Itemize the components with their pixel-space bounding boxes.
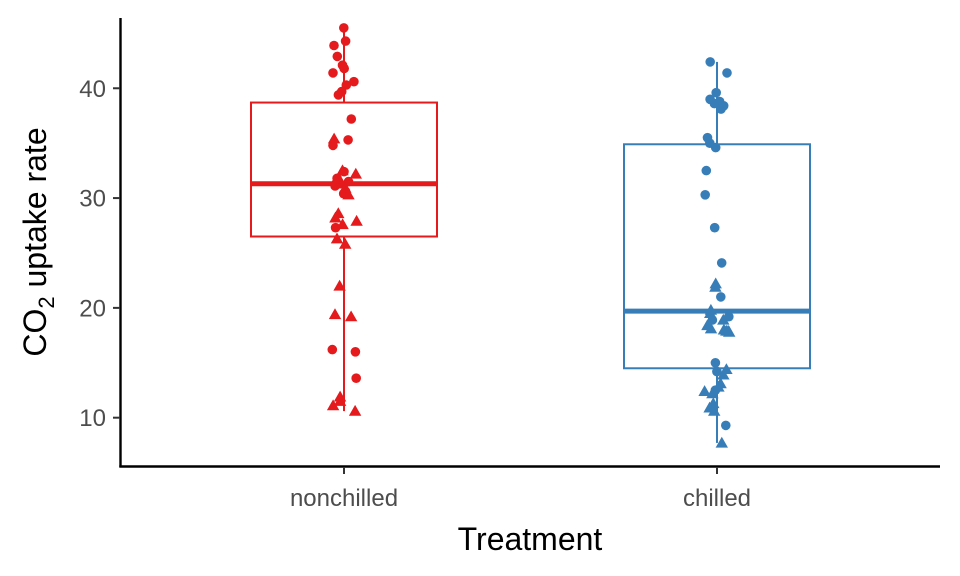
x-tick-label-chilled: chilled [683, 485, 751, 512]
point-circle-nonchilled [351, 373, 362, 384]
point-triangle-nonchilled [350, 214, 363, 226]
y-ticks: 10 20 30 40 [79, 76, 120, 432]
point-triangle-nonchilled [344, 310, 358, 322]
y-tick-label: 40 [79, 76, 106, 103]
x-axis-title: Treatment [458, 521, 603, 557]
point-triangle-nonchilled [342, 188, 355, 200]
point-triangle-chilled [708, 404, 721, 416]
point-circle-chilled [716, 258, 727, 268]
point-circle-nonchilled [339, 23, 349, 33]
point-triangle-chilled [717, 313, 730, 325]
point-circle-nonchilled [330, 222, 341, 233]
point-triangle-nonchilled [336, 218, 349, 230]
point-circle-chilled [700, 190, 710, 200]
y-tick-label: 20 [79, 295, 106, 322]
point-circle-nonchilled [343, 135, 353, 145]
x-ticks: nonchilled chilled [290, 467, 751, 512]
points-layer [326, 23, 736, 448]
point-circle-nonchilled [328, 68, 338, 78]
point-triangle-nonchilled [326, 399, 340, 411]
x-tick-label-nonchilled: nonchilled [290, 485, 398, 512]
point-circle-chilled [710, 142, 721, 153]
point-triangle-chilled [706, 387, 719, 399]
point-circle-chilled [709, 222, 720, 233]
point-circle-nonchilled [333, 90, 344, 100]
y-axis-title: CO2 uptake rate [17, 127, 59, 356]
point-circle-chilled [711, 87, 721, 98]
point-triangle-chilled [715, 436, 728, 448]
point-triangle-nonchilled [327, 132, 341, 144]
point-circle-nonchilled [340, 36, 351, 46]
point-triangle-nonchilled [328, 308, 342, 320]
y-axis-title-subscript: 2 [34, 296, 59, 308]
point-circle-chilled [710, 358, 721, 368]
point-circle-nonchilled [349, 76, 359, 87]
point-triangle-chilled [698, 385, 711, 396]
boxes-layer [250, 27, 811, 443]
point-circle-nonchilled [329, 40, 339, 51]
point-circle-nonchilled [350, 347, 361, 357]
point-triangle-chilled [717, 368, 730, 380]
point-triangle-nonchilled [333, 395, 347, 406]
point-circle-chilled [712, 366, 722, 377]
point-triangle-chilled [704, 322, 718, 334]
point-triangle-chilled [721, 324, 735, 336]
point-circle-chilled [701, 165, 712, 176]
point-triangle-nonchilled [349, 167, 362, 179]
point-triangle-chilled [712, 380, 725, 392]
point-triangle-nonchilled [329, 211, 342, 223]
point-triangle-nonchilled [348, 404, 362, 416]
point-triangle-nonchilled [330, 232, 344, 244]
point-circle-chilled [716, 292, 726, 302]
point-triangle-nonchilled [339, 238, 352, 249]
point-circle-chilled [716, 104, 726, 114]
y-axis-title-main: CO [17, 309, 53, 357]
point-triangle-chilled [704, 307, 717, 318]
point-triangle-nonchilled [333, 279, 346, 291]
point-circle-chilled [705, 57, 715, 67]
point-triangle-nonchilled [329, 174, 343, 186]
point-circle-nonchilled [346, 114, 357, 124]
point-circle-chilled [709, 98, 720, 109]
point-triangle-chilled [709, 280, 722, 292]
y-tick-label: 30 [79, 186, 106, 213]
point-circle-chilled [724, 311, 734, 322]
point-circle-nonchilled [332, 51, 343, 62]
point-circle-chilled [722, 68, 732, 78]
point-circle-chilled [721, 420, 731, 431]
box-iqr [623, 143, 811, 370]
point-circle-nonchilled [339, 63, 350, 74]
y-axis-title-rest: uptake rate [17, 127, 53, 296]
point-triangle-nonchilled [336, 164, 349, 176]
y-tick-label: 10 [79, 405, 106, 432]
point-circle-nonchilled [327, 344, 338, 355]
